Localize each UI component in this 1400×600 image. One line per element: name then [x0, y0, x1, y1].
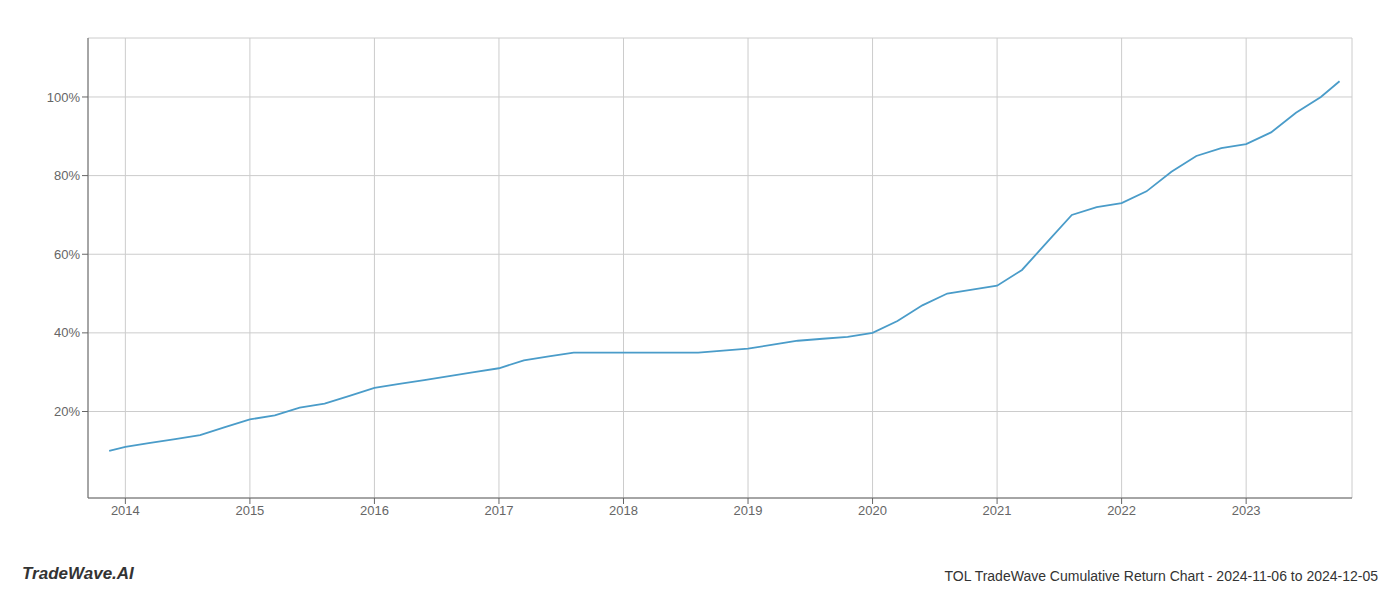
- svg-text:20%: 20%: [54, 404, 80, 419]
- svg-text:2023: 2023: [1232, 503, 1261, 518]
- svg-text:2019: 2019: [734, 503, 763, 518]
- svg-text:2017: 2017: [484, 503, 513, 518]
- svg-text:2022: 2022: [1107, 503, 1136, 518]
- svg-text:2014: 2014: [111, 503, 140, 518]
- svg-text:60%: 60%: [54, 247, 80, 262]
- svg-text:2016: 2016: [360, 503, 389, 518]
- svg-text:2018: 2018: [609, 503, 638, 518]
- html-text:TradeWave.AI: TradeWave.AI: [22, 564, 134, 583]
- svg-text:2021: 2021: [983, 503, 1012, 518]
- svg-text:100%: 100%: [47, 90, 81, 105]
- html-text:TOL TradeWave Cumulative Retur: TOL TradeWave Cumulative Return Chart - …: [944, 568, 1378, 584]
- svg-text:80%: 80%: [54, 168, 80, 183]
- svg-text:40%: 40%: [54, 325, 80, 340]
- svg-text:2020: 2020: [858, 503, 887, 518]
- svg-text:2015: 2015: [235, 503, 264, 518]
